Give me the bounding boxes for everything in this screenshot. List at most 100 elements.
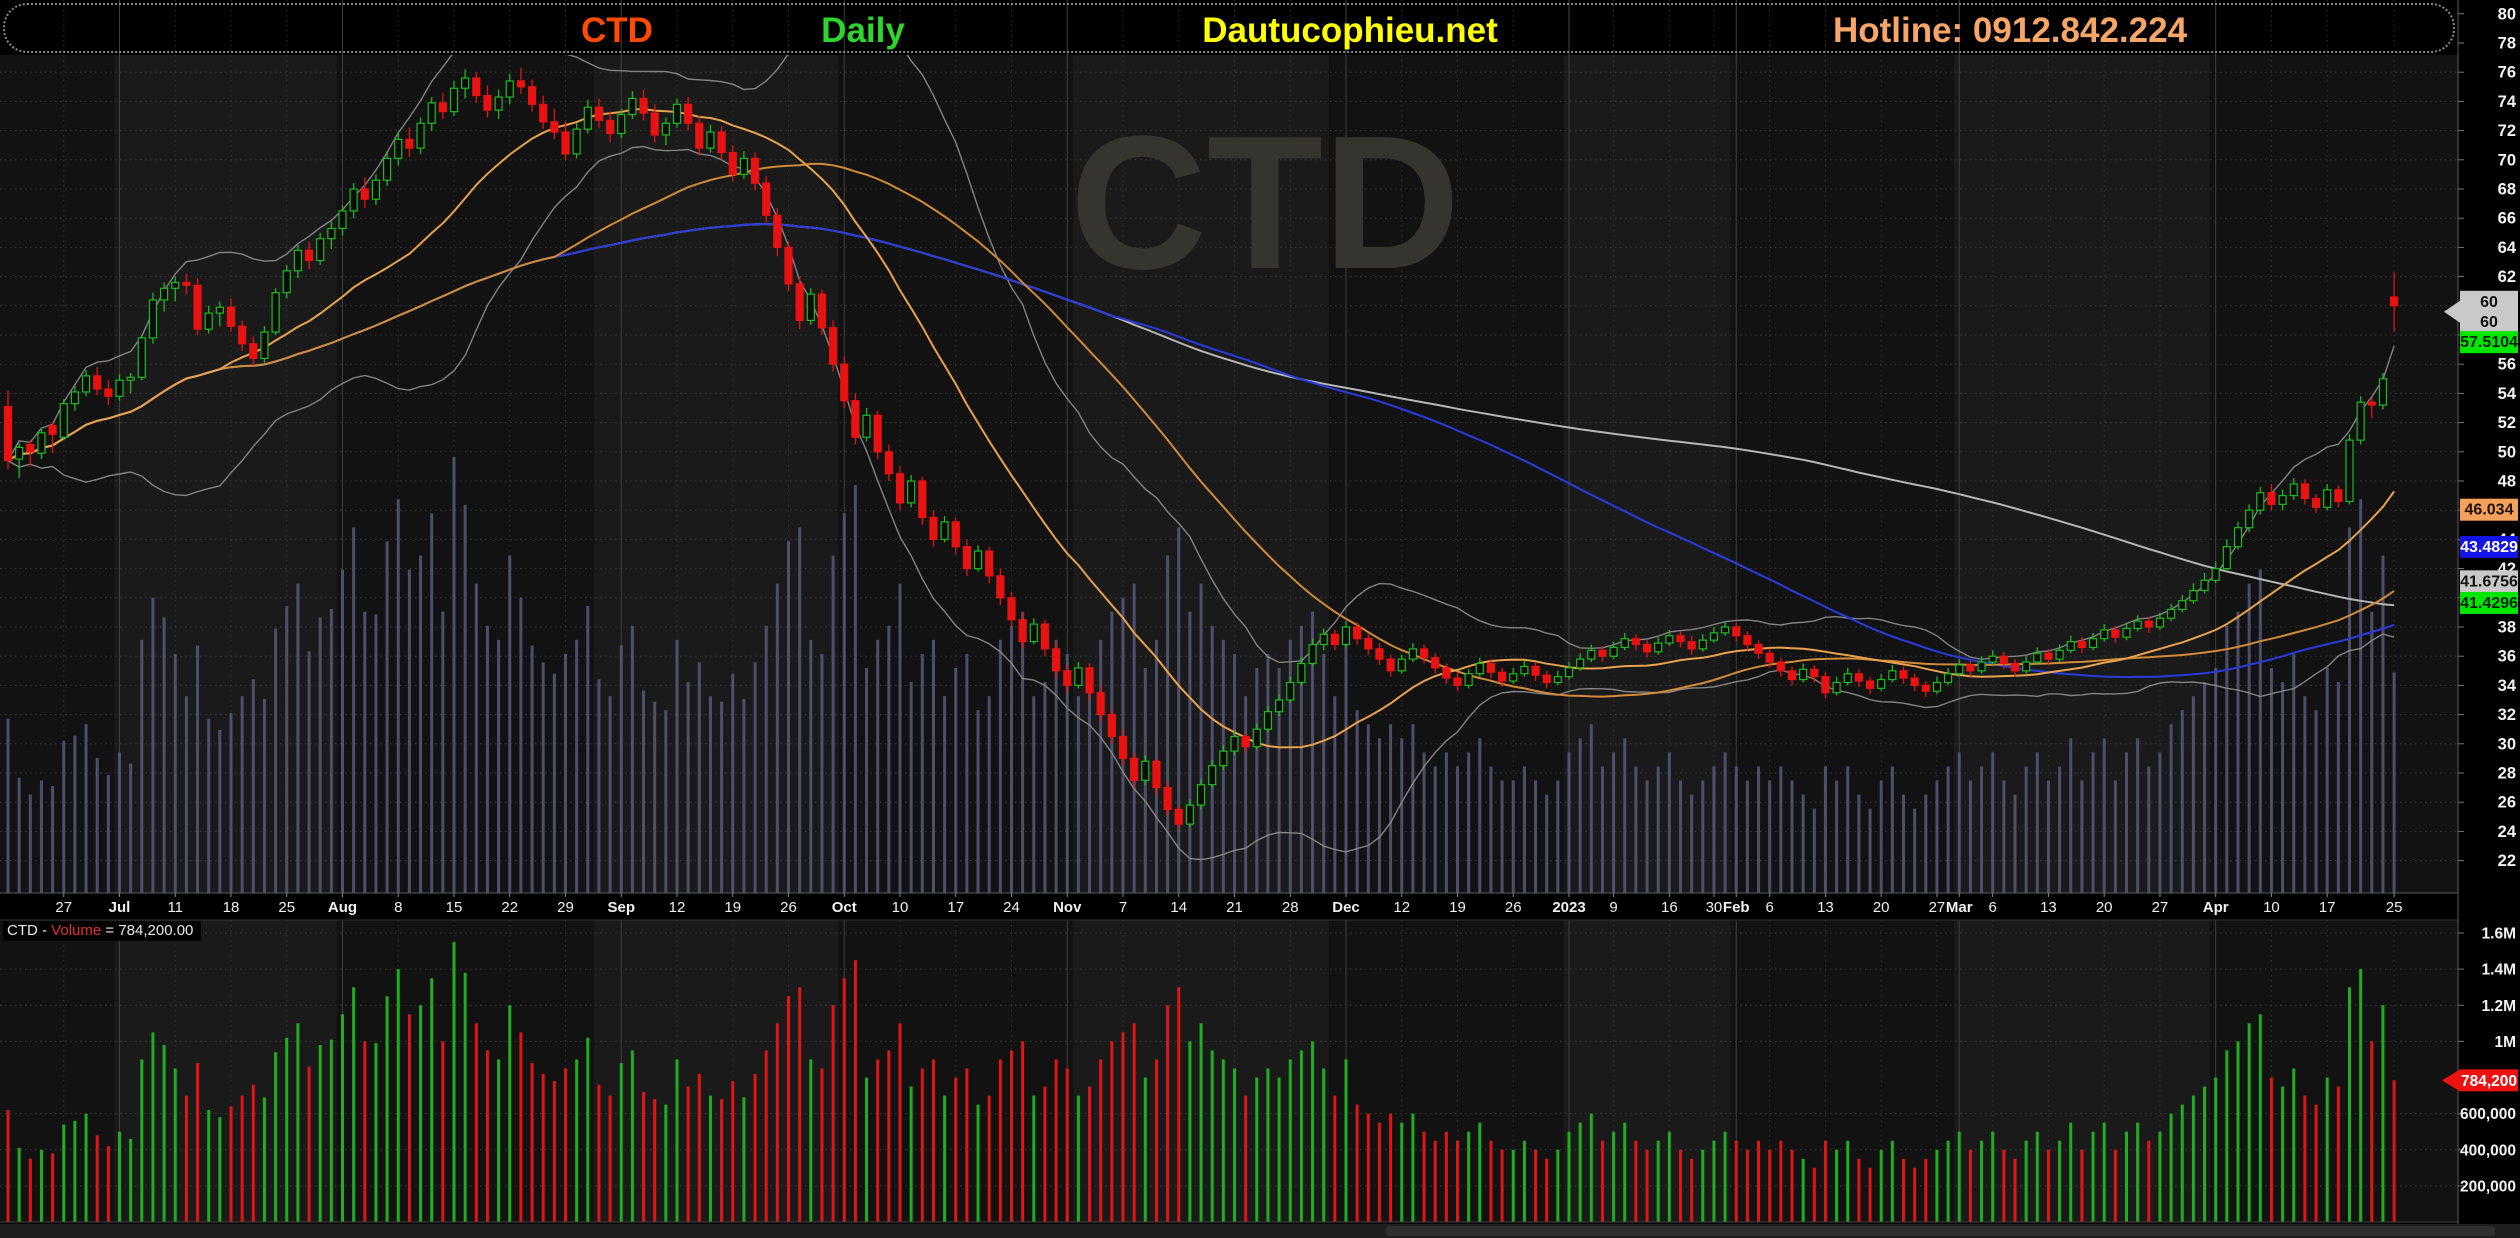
price-tick-label: 48 — [2498, 473, 2516, 491]
price-badge-text: 57.5104 — [2460, 334, 2518, 351]
volume-tick-label: 1.4M — [2482, 962, 2516, 979]
date-tick-label: 10 — [2263, 899, 2280, 916]
price-tick-label: 26 — [2498, 794, 2516, 812]
date-tick-label: 6 — [1989, 899, 1997, 916]
date-tick-label: Mar — [1946, 899, 1973, 916]
price-badge — [2460, 591, 2518, 614]
price-tick-label: 38 — [2498, 619, 2516, 637]
watermark-text: CTD — [1070, 97, 1460, 309]
brand-label: Dautucophieu.net — [1202, 11, 1498, 50]
date-tick-label: 27 — [2152, 899, 2169, 916]
price-badge-text: 60 — [2480, 294, 2498, 311]
date-tick-label: Nov — [1053, 899, 1082, 916]
price-tick-label: 54 — [2498, 385, 2517, 403]
date-tick-label: 27 — [1929, 899, 1946, 916]
price-badge-text: 41.6756 — [2460, 573, 2518, 590]
price-tick-label: 64 — [2498, 239, 2517, 257]
price-badge-text: 46.034 — [2465, 502, 2514, 519]
date-tick-label: Jul — [109, 899, 131, 916]
date-tick-label: Oct — [832, 899, 857, 916]
volume-bars-layer[interactable] — [6, 942, 2396, 1222]
date-tick-label: 16 — [1661, 899, 1678, 916]
date-tick-label: Feb — [1723, 899, 1750, 916]
price-tick-label: 36 — [2498, 648, 2516, 666]
volume-badge: 784,200 — [2442, 1069, 2518, 1092]
date-tick-label: Dec — [1332, 899, 1360, 916]
price-tick-label: 30 — [2498, 735, 2516, 753]
volume-badge-text: 784,200 — [2461, 1073, 2517, 1090]
price-tick-label: 72 — [2498, 122, 2516, 140]
volume-tick-label: 600,000 — [2460, 1106, 2516, 1123]
date-tick-label: 27 — [55, 899, 72, 916]
volume-value: = 784,200.00 — [101, 922, 194, 939]
symbol-title: CTD — [581, 11, 653, 50]
price-badge — [2460, 570, 2518, 593]
price-tick-label: 50 — [2498, 443, 2516, 461]
date-tick-label: 15 — [446, 899, 463, 916]
date-tick-label: 22 — [501, 899, 518, 916]
date-tick-label: 19 — [1449, 899, 1466, 916]
date-tick-label: 18 — [223, 899, 240, 916]
price-tick-label: 28 — [2498, 765, 2516, 783]
volume-tick-label: 400,000 — [2460, 1142, 2516, 1159]
volume-tick-label: 1M — [2494, 1034, 2516, 1051]
price-tick-label: 22 — [2498, 852, 2516, 870]
date-tick-label: 11 — [167, 899, 183, 916]
volume-pane-symbol: CTD - — [7, 922, 52, 939]
date-tick-label: 8 — [394, 899, 402, 916]
date-tick-label: 20 — [1873, 899, 1890, 916]
overlay-line-sma20 — [7, 107, 2395, 749]
date-tick-label: 24 — [1003, 899, 1020, 916]
candles-layer[interactable] — [3, 67, 2399, 829]
price-tick-label: 62 — [2498, 268, 2516, 286]
price-tick-label: 56 — [2498, 356, 2516, 374]
price-badge — [2460, 535, 2518, 558]
date-tick-label: 2023 — [1552, 899, 1585, 916]
price-badge — [2460, 498, 2518, 521]
overlay-line-bb-20-2-lower — [7, 145, 2395, 861]
volume-tick-label: 1.2M — [2482, 998, 2516, 1015]
date-tick-label: 29 — [557, 899, 574, 916]
date-tick-label: Aug — [328, 899, 357, 916]
date-tick-label: 28 — [1282, 899, 1299, 916]
volume-tick-label: 1.6M — [2482, 926, 2516, 943]
date-tick-label: 17 — [947, 899, 964, 916]
date-tick-label: 26 — [780, 899, 797, 916]
price-axis[interactable]: 8078767472706866646260585654525048464442… — [2457, 0, 2520, 1238]
date-tick-label: 13 — [2040, 899, 2057, 916]
price-tick-label: 74 — [2498, 93, 2517, 111]
scrollbar-handle[interactable] — [1386, 1226, 2495, 1236]
date-tick-label: 7 — [1119, 899, 1127, 916]
header-bar: CTD Daily Dautucophieu.net Hotline: 0912… — [3, 3, 2455, 53]
volume-pane-title: CTD - Volume = 784,200.00 — [3, 921, 202, 941]
volume-indicator-name: Volume — [51, 922, 102, 939]
date-tick-label: Sep — [607, 899, 635, 916]
price-badges: 60 60 57.5104 46.034 43.4829 41.6756 41.4296 — [2444, 290, 2518, 614]
price-tick-label: 66 — [2498, 210, 2516, 228]
date-tick-label: 20 — [2096, 899, 2113, 916]
date-tick-label: 10 — [892, 899, 909, 916]
hotline-label: Hotline: 0912.842.224 — [1832, 11, 2188, 50]
date-tick-label: 6 — [1766, 899, 1774, 916]
date-axis[interactable]: 27 Jul 11 18 25 Aug 8 15 22 29 Sep 12 19 26 Oct 10 17 24 N… — [0, 892, 2458, 921]
watermark: CTD — [1070, 97, 1460, 309]
timeframe-label: Daily — [821, 11, 905, 50]
price-tick-label: 78 — [2498, 35, 2516, 53]
date-tick-label: 13 — [1817, 899, 1834, 916]
inpane-volume-bars — [6, 457, 2396, 893]
price-badge-text: 41.4296 — [2460, 595, 2518, 612]
price-tick-label: 24 — [2498, 823, 2517, 841]
date-tick-label: 12 — [669, 899, 686, 916]
price-tick-label: 76 — [2498, 64, 2516, 82]
price-tick-label: 52 — [2498, 414, 2516, 432]
price-badge-text: 60 — [2480, 314, 2498, 331]
date-tick-label: 12 — [1393, 899, 1410, 916]
horizontal-scrollbar[interactable] — [0, 1224, 2520, 1238]
date-tick-label: 25 — [278, 899, 295, 916]
price-badge — [2460, 290, 2518, 333]
price-badge — [2460, 331, 2518, 354]
date-tick-label: 14 — [1170, 899, 1187, 916]
overlay-line-sma50 — [7, 162, 2395, 698]
